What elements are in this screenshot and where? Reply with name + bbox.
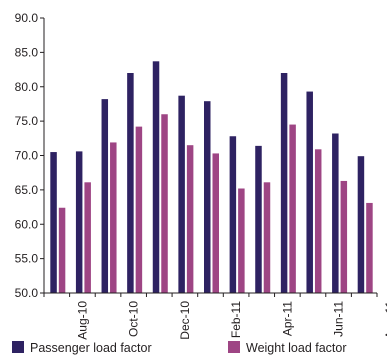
bar-weight-load-factor	[212, 153, 219, 293]
bar-passenger-load-factor	[75, 151, 83, 293]
y-tick-label: 80.0	[15, 80, 39, 94]
x-tick-label: Dec-10	[178, 301, 192, 340]
legend-label-passenger: Passenger load factor	[30, 341, 152, 355]
bar-passenger-load-factor	[280, 73, 288, 293]
legend-label-weight: Weight load factor	[246, 341, 347, 355]
bar-passenger-load-factor	[204, 101, 211, 293]
bar-weight-load-factor	[161, 114, 168, 293]
bar-weight-load-factor	[314, 149, 322, 293]
bar-weight-load-factor	[84, 182, 91, 293]
bar-weight-load-factor	[58, 207, 66, 293]
y-tick-label: 75.0	[15, 114, 39, 128]
bar-passenger-load-factor	[255, 145, 262, 293]
bar-passenger-load-factor	[152, 61, 160, 294]
y-tick-label: 60.0	[15, 217, 39, 231]
y-tick-label: 55.0	[15, 252, 39, 266]
y-tick-label: 65.0	[15, 183, 39, 197]
x-tick-label: Oct-10	[127, 301, 141, 337]
bar-passenger-load-factor	[101, 99, 109, 294]
bar-weight-load-factor	[263, 182, 271, 293]
bar-passenger-load-factor	[357, 156, 365, 293]
y-tick-labels: 50.0 55.0 60.0 65.0 70.0 75.0 80.0 85.0 90.0	[15, 11, 39, 300]
bar-passenger-load-factor	[332, 133, 339, 293]
bar-weight-load-factor	[186, 145, 194, 293]
x-tick-labels: Aug-10 Oct-10 Dec-10 Feb-11 Apr-11 Jun-11 Aug-…	[75, 301, 387, 340]
bar-passenger-load-factor	[178, 95, 185, 293]
bar-weight-load-factor	[289, 124, 296, 293]
legend-swatch-passenger	[12, 341, 24, 353]
y-tick-label: 50.0	[15, 286, 39, 300]
bar-passenger-load-factor	[306, 91, 313, 293]
legend-swatch-weight	[228, 341, 240, 353]
bar-passenger-load-factor	[229, 136, 237, 293]
bars-layer	[50, 61, 373, 294]
y-tick-label: 90.0	[15, 11, 39, 25]
axes-layer	[40, 17, 378, 297]
y-tick-label: 70.0	[15, 149, 39, 163]
bar-passenger-load-factor	[127, 73, 134, 293]
x-tick-label: Aug-10	[75, 301, 89, 340]
legend: Passenger load factor Weight load factor	[12, 341, 347, 355]
bar-weight-load-factor	[110, 142, 117, 293]
bar-passenger-load-factor	[50, 152, 57, 293]
x-tick-label: Apr-11	[280, 301, 294, 336]
x-tick-label: Jun-11	[332, 301, 346, 337]
bar-weight-load-factor	[340, 180, 348, 293]
y-tick-label: 85.0	[15, 45, 39, 59]
x-tick-label: Feb-11	[229, 301, 243, 338]
bar-weight-load-factor	[366, 202, 373, 293]
x-tick-label: Aug-11	[383, 301, 387, 339]
bar-weight-load-factor	[238, 188, 245, 293]
bar-weight-load-factor	[135, 126, 143, 294]
